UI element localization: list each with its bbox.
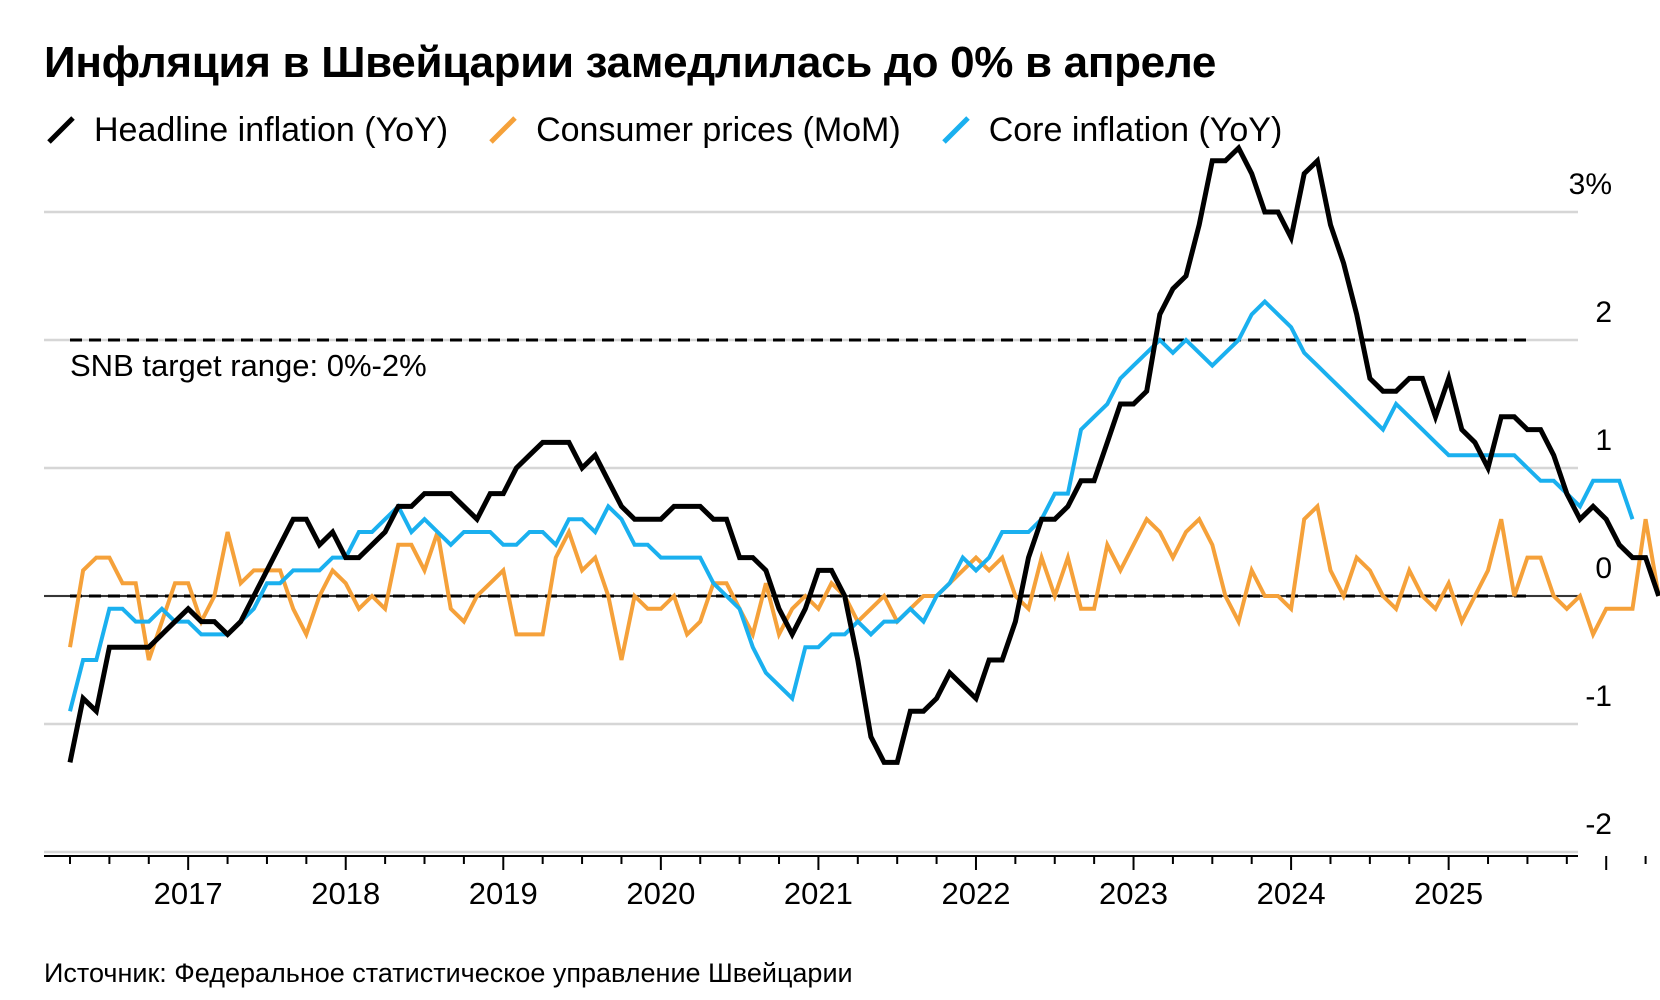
x-tick-label: 2019 <box>469 876 538 911</box>
x-tick-label: 2020 <box>626 876 695 911</box>
y-tick-label: 0 <box>1595 552 1612 585</box>
legend-swatch-headline <box>44 113 78 147</box>
y-tick-label: -1 <box>1585 680 1612 713</box>
source-note: Источник: Федеральное статистическое упр… <box>44 958 853 988</box>
axis-labels: 3% 2 1 0 -1 -2 SNB target range: 0%-2% 2017 2018… <box>70 168 1612 911</box>
y-tick-label: 3% <box>1569 168 1612 201</box>
chart-title: Инфляция в Швейцарии замедлилась до 0% в… <box>44 38 1217 87</box>
consumer-prices-mom-line <box>68 502 1660 661</box>
grid-layer <box>44 210 1578 854</box>
legend-item-headline: Headline inflation (YoY) <box>44 111 448 150</box>
y-tick-label: 2 <box>1595 296 1612 329</box>
legend-label-mom: Consumer prices (MoM) <box>536 110 901 149</box>
legend-swatch-core <box>939 113 973 147</box>
target-range-annotation: SNB target range: 0%-2% <box>70 348 427 383</box>
headline-inflation-line <box>67 143 1660 765</box>
x-tick-label: 2024 <box>1257 876 1326 911</box>
x-tick-label: 2018 <box>311 876 380 911</box>
x-tick-label: 2025 <box>1414 876 1483 911</box>
legend-item-core: Core inflation (YoY) <box>939 110 1283 150</box>
y-tick-label: -2 <box>1585 808 1612 841</box>
x-tick-label: 2017 <box>154 876 223 911</box>
legend-label-core: Core inflation (YoY) <box>988 110 1283 149</box>
legend-swatch-mom <box>486 113 520 147</box>
x-axis <box>44 855 1647 870</box>
x-tick-label: 2021 <box>784 876 853 911</box>
legend-item-mom: Consumer prices (MoM) <box>486 111 901 150</box>
legend-label-headline: Headline inflation (YoY) <box>94 110 449 149</box>
x-tick-label: 2023 <box>1099 876 1168 911</box>
line-chart: 3% 2 1 0 -1 -2 SNB target range: 0%-2% 2017 2018… <box>44 143 1660 911</box>
series-layer <box>67 143 1660 765</box>
y-tick-label: 1 <box>1595 424 1612 457</box>
legend: Headline inflation (YoY) Consumer prices… <box>44 108 1320 152</box>
x-tick-label: 2022 <box>941 876 1010 911</box>
